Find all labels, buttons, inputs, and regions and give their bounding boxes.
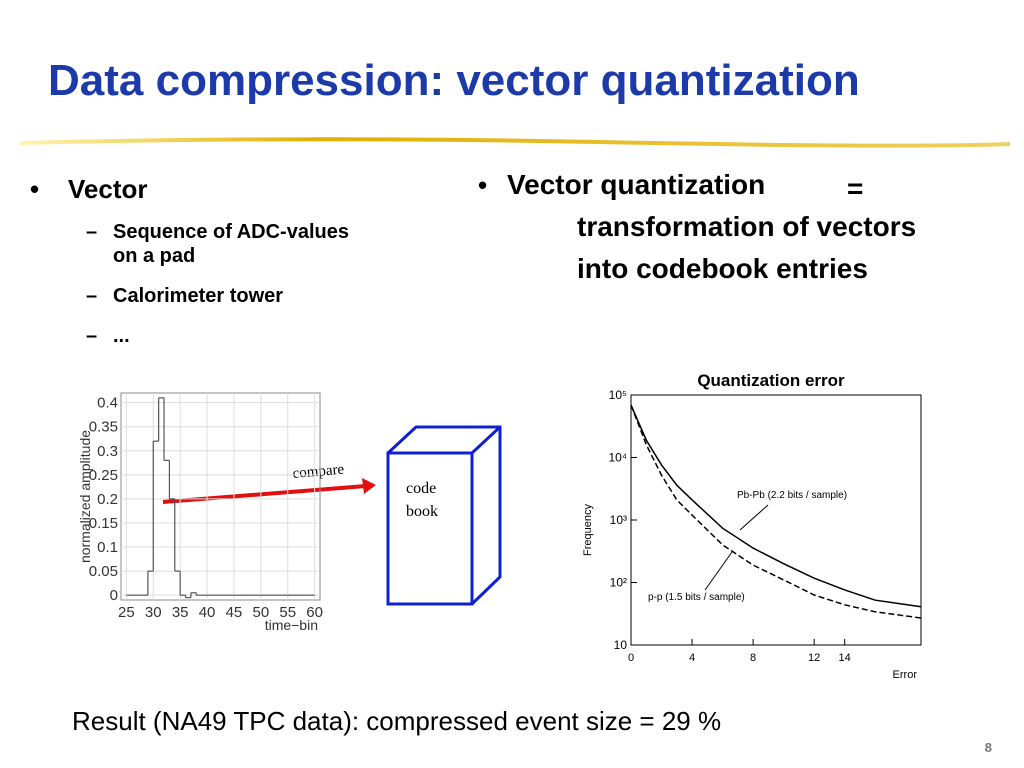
y-tick-label: 0.05 (89, 563, 118, 580)
result: Result (NA49 TPC data): compressed event… (72, 706, 721, 736)
box-depth (386, 425, 502, 606)
x-tick-label: 4 (689, 652, 695, 664)
x-tick-label: 45 (226, 604, 243, 621)
annotation-leader (739, 504, 769, 531)
bullet: Vector (68, 174, 148, 204)
x-tick-label: 30 (145, 604, 162, 621)
dash: – (86, 221, 97, 243)
chart-title: Quantization error (697, 371, 845, 390)
y-tick-label: 0.1 (97, 539, 118, 556)
y-tick-label: 0.25 (89, 467, 118, 484)
dash: – (86, 325, 97, 347)
arrow-head (362, 478, 376, 494)
x-tick-label: 8 (750, 652, 756, 664)
x-axis-label: Error (893, 669, 918, 681)
y-tick-label: 0.2 (97, 491, 118, 508)
y-tick-label: 10⁴ (608, 451, 627, 465)
series-label: Pb-Pb (2.2 bits / sample) (737, 490, 847, 501)
sub-bullet: on a pad (113, 245, 195, 267)
dash: – (86, 285, 97, 307)
slide-title: Data compression: vector quantization (48, 56, 860, 105)
y-axis-label: normalized amplitude (77, 430, 93, 563)
plot-frame (630, 394, 922, 646)
box-label: book (406, 503, 438, 520)
x-tick-label: 0 (628, 652, 634, 664)
sub-bullet: Calorimeter tower (113, 285, 283, 307)
codebook-box (386, 425, 502, 606)
x-tick-label: 25 (118, 604, 135, 621)
annotation-leader (704, 551, 733, 591)
page-number: 8 (985, 740, 992, 755)
arrow-label: compare (292, 462, 345, 482)
y-tick-label: 10² (610, 576, 627, 590)
x-axis-label: time−bin (265, 617, 318, 633)
x-tick-label: 14 (839, 652, 851, 664)
box-front (386, 451, 474, 606)
arrow (162, 484, 367, 504)
y-axis-label: Frequency (582, 504, 594, 556)
y-tick-label: 10 (614, 638, 628, 652)
x-tick-label: 40 (199, 604, 216, 621)
y-tick-label: 0.35 (89, 419, 118, 436)
y-tick-label: 0.4 (97, 395, 118, 412)
y-tick-label: 10⁵ (609, 388, 627, 402)
x-tick-label: 12 (808, 652, 820, 664)
sub-bullet: Sequence of ADC-values (113, 221, 349, 243)
y-tick-label: 10³ (610, 513, 627, 527)
bullet-dot: • (478, 170, 487, 200)
y-tick-label: 0.3 (97, 443, 118, 460)
y-tick-label: 0 (110, 587, 118, 604)
equals: = (847, 173, 863, 204)
plot-frame (120, 392, 321, 601)
x-tick-label: 55 (279, 604, 296, 621)
sub-bullet: ... (113, 325, 130, 347)
series-label: p-p (1.5 bits / sample) (648, 592, 745, 603)
series-line (630, 404, 922, 608)
x-tick-label: 60 (306, 604, 323, 621)
y-tick-label: 0.15 (89, 515, 118, 532)
box-label: code (406, 480, 436, 497)
bullet-line: transformation of vectors (577, 211, 916, 242)
bullet-dot: • (30, 174, 39, 204)
bullet-line: into codebook entries (577, 253, 868, 284)
series-line (630, 404, 922, 619)
x-tick-label: 50 (252, 604, 269, 621)
x-tick-label: 35 (172, 604, 189, 621)
title-rule (19, 137, 1011, 148)
bullet: Vector quantization (507, 169, 765, 200)
